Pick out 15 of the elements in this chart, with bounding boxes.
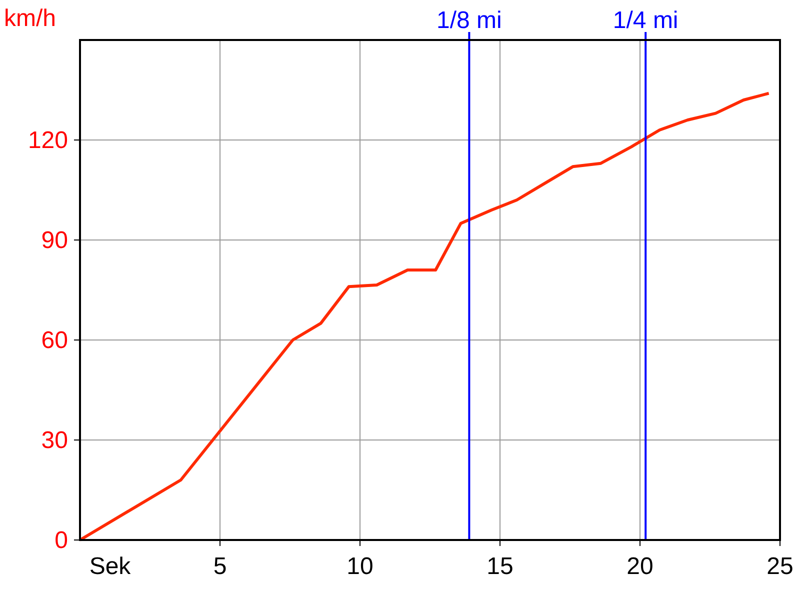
x-tick-label: 25: [766, 553, 794, 580]
x-tick-label: 20: [626, 553, 654, 580]
x-axis-title: Sek: [89, 553, 132, 580]
x-tick-label: 5: [213, 553, 227, 580]
ref-line-label: 1/4 mi: [612, 7, 678, 34]
ref-line-label: 1/8 mi: [436, 7, 502, 34]
line-series: [78, 92, 770, 542]
x-tick-label: 10: [346, 553, 374, 580]
y-axis-title: km/h: [4, 5, 56, 32]
y-tick-label: 30: [41, 427, 68, 454]
y-tick-label: 120: [28, 127, 68, 154]
y-tick-label: 60: [41, 327, 68, 354]
y-tick-label: 90: [41, 227, 68, 254]
y-tick-label: 0: [54, 527, 68, 554]
x-tick-label: 15: [486, 553, 514, 580]
